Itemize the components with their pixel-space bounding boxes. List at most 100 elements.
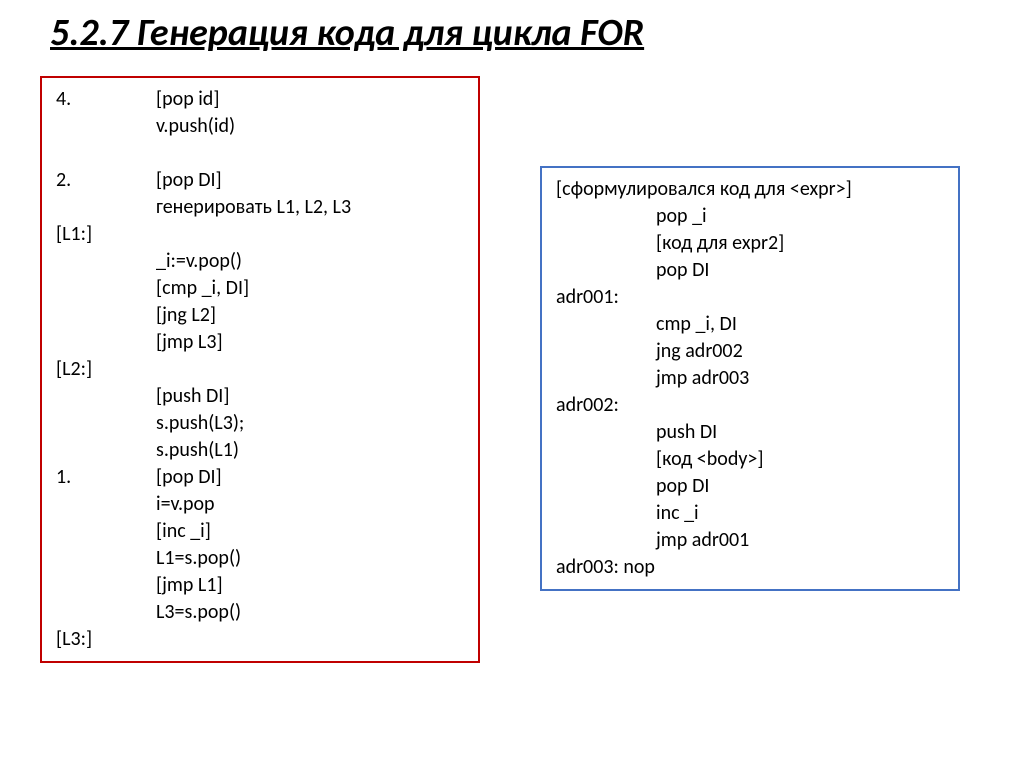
- code-text: _i:=v.pop(): [156, 248, 464, 275]
- code-row: s.push(L3);: [56, 410, 464, 437]
- code-row: pop DI: [556, 257, 944, 284]
- code-row: jmp adr003: [556, 365, 944, 392]
- code-row: _i:=v.pop(): [56, 248, 464, 275]
- code-label: [L2:]: [56, 356, 156, 383]
- code-row: 2.[pop DI]: [56, 167, 464, 194]
- code-label: [556, 419, 656, 446]
- code-label: [56, 599, 156, 626]
- code-text: [pop id]: [156, 86, 464, 113]
- code-label: [56, 572, 156, 599]
- code-label: [56, 275, 156, 302]
- code-text: [pop DI]: [156, 464, 464, 491]
- code-text: [inc _i]: [156, 518, 464, 545]
- code-text: adr003: nop: [556, 554, 655, 581]
- code-row: v.push(id): [56, 113, 464, 140]
- code-row: [код <body>]: [556, 446, 944, 473]
- code-row: adr003: nop: [556, 554, 944, 581]
- code-label: [L1:]: [56, 221, 156, 248]
- code-label: [556, 230, 656, 257]
- code-label: adr002:: [556, 392, 656, 419]
- code-row: [код для expr2]: [556, 230, 944, 257]
- code-label: [556, 473, 656, 500]
- code-label: [56, 545, 156, 572]
- code-label: [56, 194, 156, 221]
- code-text: inc _i: [656, 500, 944, 527]
- code-label: [56, 248, 156, 275]
- code-row: [L3:]: [56, 626, 464, 653]
- code-text: pop _i: [656, 203, 944, 230]
- code-row: [L2:]: [56, 356, 464, 383]
- code-text: [сформулировался код для <expr>]: [556, 176, 852, 203]
- code-row: jng adr002: [556, 338, 944, 365]
- code-text: [jmp L3]: [156, 329, 464, 356]
- code-row: [jng L2]: [56, 302, 464, 329]
- code-text: pop DI: [656, 473, 944, 500]
- code-label: [556, 338, 656, 365]
- code-text: L3=s.pop(): [156, 599, 464, 626]
- code-text: [pop DI]: [156, 167, 464, 194]
- code-row: [jmp L3]: [56, 329, 464, 356]
- code-row: i=v.pop: [56, 491, 464, 518]
- code-label: 1.: [56, 464, 156, 491]
- code-text: jng adr002: [656, 338, 944, 365]
- right-code-box: [сформулировался код для <expr>]pop _i[к…: [540, 166, 960, 591]
- code-row: генерировать L1, L2, L3: [56, 194, 464, 221]
- code-row: [jmp L1]: [56, 572, 464, 599]
- code-label: [56, 410, 156, 437]
- code-label: [556, 311, 656, 338]
- code-text: cmp _i, DI: [656, 311, 944, 338]
- code-text: [656, 392, 944, 419]
- code-text: s.push(L1): [156, 437, 464, 464]
- code-row: [inc _i]: [56, 518, 464, 545]
- code-text: L1=s.pop(): [156, 545, 464, 572]
- code-text: v.push(id): [156, 113, 464, 140]
- code-text: [156, 221, 464, 248]
- code-text: push DI: [656, 419, 944, 446]
- code-label: [556, 257, 656, 284]
- code-text: [код <body>]: [656, 446, 944, 473]
- code-label: [556, 365, 656, 392]
- code-label: [56, 383, 156, 410]
- code-row: inc _i: [556, 500, 944, 527]
- code-text: [push DI]: [156, 383, 464, 410]
- code-row: pop DI: [556, 473, 944, 500]
- code-label: adr001:: [556, 284, 656, 311]
- code-text: jmp adr003: [656, 365, 944, 392]
- content-area: 4.[pop id]v.push(id)2.[pop DI]генерирова…: [40, 76, 984, 663]
- code-label: [L3:]: [56, 626, 156, 653]
- code-label: [56, 302, 156, 329]
- code-text: [656, 284, 944, 311]
- code-text: [код для expr2]: [656, 230, 944, 257]
- code-label: [556, 446, 656, 473]
- code-row: 1.[pop DI]: [56, 464, 464, 491]
- code-text: [jng L2]: [156, 302, 464, 329]
- code-row: jmp adr001: [556, 527, 944, 554]
- code-row: [L1:]: [56, 221, 464, 248]
- code-label: [56, 437, 156, 464]
- code-text: pop DI: [656, 257, 944, 284]
- code-row: s.push(L1): [56, 437, 464, 464]
- code-text: [jmp L1]: [156, 572, 464, 599]
- code-row: pop _i: [556, 203, 944, 230]
- code-label: [56, 518, 156, 545]
- code-text: jmp adr001: [656, 527, 944, 554]
- code-text: [156, 356, 464, 383]
- code-label: [56, 491, 156, 518]
- code-row: [сформулировался код для <expr>]: [556, 176, 944, 203]
- code-label: 2.: [56, 167, 156, 194]
- left-code-box: 4.[pop id]v.push(id)2.[pop DI]генерирова…: [40, 76, 480, 663]
- code-label: [56, 113, 156, 140]
- code-text: [156, 626, 464, 653]
- code-row: L1=s.pop(): [56, 545, 464, 572]
- code-row: [push DI]: [56, 383, 464, 410]
- code-label: [556, 203, 656, 230]
- code-label: [556, 500, 656, 527]
- code-text: [cmp _i, DI]: [156, 275, 464, 302]
- code-label: 4.: [56, 86, 156, 113]
- code-row: push DI: [556, 419, 944, 446]
- code-label: [556, 527, 656, 554]
- code-row: adr002:: [556, 392, 944, 419]
- code-row: [cmp _i, DI]: [56, 275, 464, 302]
- code-label: [56, 329, 156, 356]
- code-text: генерировать L1, L2, L3: [156, 194, 464, 221]
